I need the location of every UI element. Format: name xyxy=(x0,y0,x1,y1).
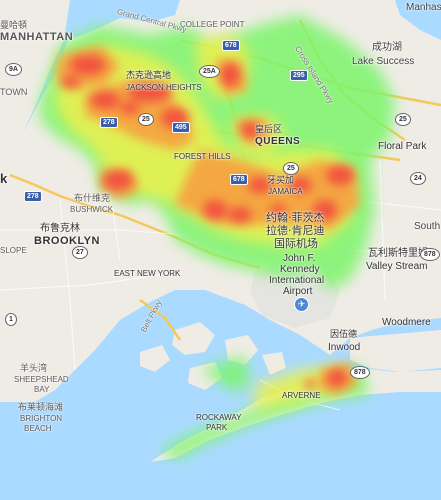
label-manhattan: MANHATTAN xyxy=(0,31,74,43)
label-jackson-heights-cjk: 杰克逊高地 xyxy=(126,71,172,81)
shield-25a: 25A xyxy=(199,65,220,78)
label-queens: QUEENS xyxy=(255,136,301,147)
jfk-airport-area xyxy=(250,262,340,328)
label-manhasset: Manhasse xyxy=(406,2,441,13)
label-town: TOWN xyxy=(0,87,28,97)
label-beach: BEACH xyxy=(24,424,52,433)
shield-25-east: 25 xyxy=(283,162,299,175)
label-floral-park: Floral Park xyxy=(378,141,427,152)
shield-678-south: 678 xyxy=(230,174,248,185)
label-manhattan-cjk: 曼哈頓 xyxy=(0,21,28,31)
label-forest-hills: FOREST HILLS xyxy=(174,152,231,161)
shield-295: 295 xyxy=(290,70,308,81)
label-jfk-cjk-3: 国际机场 xyxy=(274,237,318,250)
shield-1: 1 xyxy=(5,313,17,326)
label-brooklyn: BROOKLYN xyxy=(34,235,100,247)
label-jfk-3: International xyxy=(269,275,325,286)
label-slope: SLOPE xyxy=(0,246,27,255)
flushing-bay xyxy=(120,0,180,22)
label-brighton-cjk: 布莱顿海滩 xyxy=(18,403,64,413)
label-arverne: ARVERNE xyxy=(282,391,321,400)
label-jfk-1: John F. xyxy=(283,253,316,264)
label-bushwick: BUSHWICK xyxy=(70,205,114,214)
label-valley-stream-cjk: 瓦利斯特里姆 xyxy=(368,248,428,259)
label-jfk-cjk-1: 约翰·菲茨杰 xyxy=(266,211,325,224)
label-brooklyn-cjk: 布鲁克林 xyxy=(40,223,80,234)
label-brighton: BRIGHTON xyxy=(20,414,63,423)
heat-layer-red xyxy=(60,55,354,388)
shield-25-west: 25 xyxy=(138,113,154,126)
label-sheepshead: SHEEPSHEAD xyxy=(14,375,69,384)
label-inwood: Inwood xyxy=(328,342,361,353)
label-bay: BAY xyxy=(34,385,50,394)
manhasset-bay xyxy=(395,0,441,40)
shield-878-south: 878 xyxy=(350,366,370,379)
label-inwood-cjk: 因伍德 xyxy=(330,330,358,340)
label-lake-success: Lake Success xyxy=(352,56,415,67)
shield-278-north: 278 xyxy=(100,117,118,128)
east-river xyxy=(68,0,130,40)
label-jamaica-cjk: 牙买加 xyxy=(267,176,295,186)
label-sheepshead-cjk: 羊头湾 xyxy=(20,364,48,374)
shield-495: 495 xyxy=(172,122,190,133)
label-jackson-heights: JACKSON HEIGHTS xyxy=(126,83,202,92)
label-east-new-york: EAST NEW YORK xyxy=(114,269,181,278)
shield-24: 24 xyxy=(410,172,426,185)
label-college-point: COLLEGE POINT xyxy=(180,20,245,29)
label-jfk-4: Airport xyxy=(283,286,313,297)
label-queens-cjk: 皇后区 xyxy=(255,125,283,135)
label-new-york-fragment: k xyxy=(0,171,8,186)
shield-27: 27 xyxy=(72,246,88,259)
airport-icon[interactable]: ✈ xyxy=(294,297,309,312)
label-rockaway: ROCKAWAY xyxy=(196,413,242,422)
label-jamaica: JAMAICA xyxy=(268,187,303,196)
label-woodmere: Woodmere xyxy=(382,317,431,328)
label-valley-stream: Valley Stream xyxy=(366,261,428,272)
shield-278-south: 278 xyxy=(24,191,42,202)
shield-878: 878 xyxy=(420,248,440,261)
label-lake-success-cjk: 成功湖 xyxy=(372,42,402,53)
shield-9a: 9A xyxy=(5,63,22,76)
shield-25-far-east: 25 xyxy=(395,113,411,126)
label-south: South xyxy=(414,221,441,232)
label-jfk-cjk-2: 拉德·肯尼迪 xyxy=(266,224,325,237)
label-bushwick-cjk: 布什维克 xyxy=(74,194,111,204)
shield-678-north: 678 xyxy=(222,40,240,51)
label-jfk-2: Kennedy xyxy=(280,264,320,275)
label-park: PARK xyxy=(206,423,228,432)
